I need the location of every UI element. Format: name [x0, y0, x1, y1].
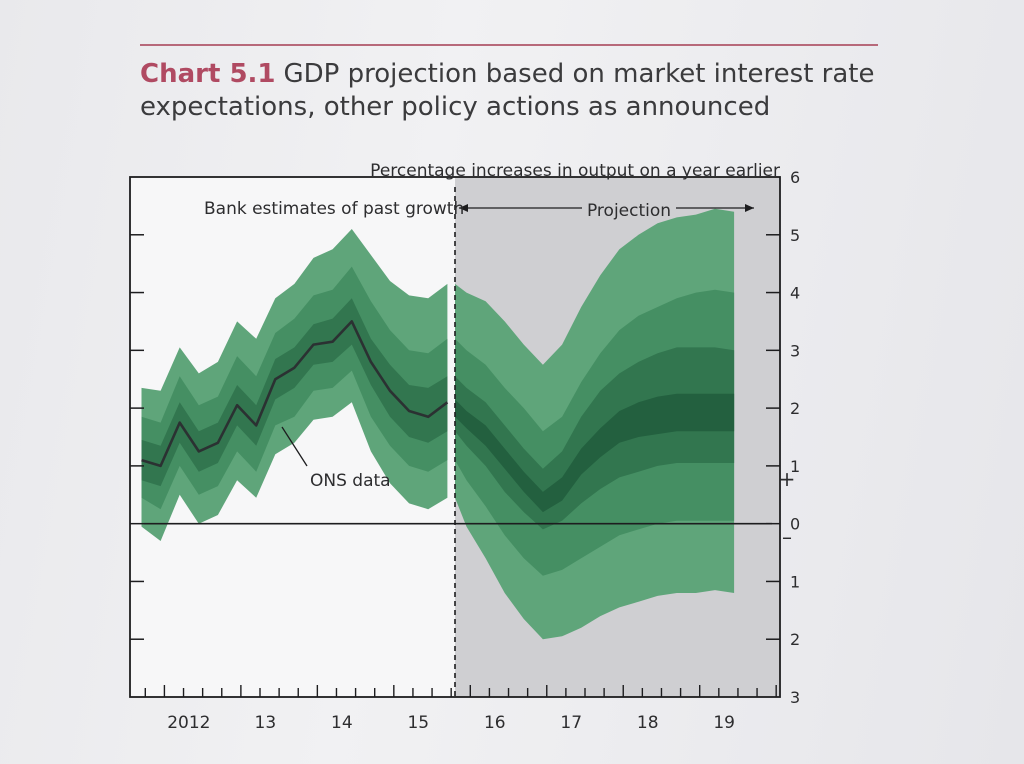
chart-subtitle: Percentage increases in output on a year… — [370, 161, 780, 181]
y-tick-label-0: 6 — [790, 168, 800, 187]
negative-sign: – — [782, 525, 792, 549]
x-tick-label-6: 18 — [637, 713, 659, 733]
x-tick-label-4: 16 — [484, 713, 506, 733]
ons-data-line — [141, 320, 449, 468]
x-tick-label-2: 14 — [331, 713, 353, 733]
past-growth-annotation: Bank estimates of past growth — [204, 199, 464, 219]
projection-arrow-right-head — [745, 204, 754, 212]
y-tick-label-5: 1 — [790, 457, 800, 476]
chart-number: Chart 5.1 — [140, 59, 276, 89]
x-tick-label-5: 17 — [560, 713, 582, 733]
x-tick-label-3: 15 — [407, 713, 429, 733]
x-tick-label-0: 2012 — [167, 713, 210, 733]
x-tick-label-7: 19 — [713, 713, 735, 733]
positive-sign: + — [779, 467, 796, 491]
ons-data-annotation: ONS data — [310, 471, 391, 491]
projection-arrow-left-head — [459, 204, 468, 212]
projection-annotation: Projection — [587, 201, 671, 221]
y-tick-label-8: 2 — [790, 630, 800, 649]
y-tick-label-4: 2 — [790, 399, 800, 418]
chart-frame — [129, 176, 781, 698]
header-rule — [140, 44, 878, 46]
y-tick-label-1: 5 — [790, 226, 800, 245]
y-tick-label-7: 1 — [790, 572, 800, 591]
y-tick-label-9: 3 — [790, 688, 800, 707]
ons-pointer-line — [281, 426, 308, 467]
y-tick-label-3: 3 — [790, 341, 800, 360]
past-fan-band-3 — [141, 298, 448, 487]
projection-fan-band-4 — [455, 393, 735, 513]
chart-title-text: GDP projection based on market interest … — [140, 59, 875, 122]
x-tick-label-1: 13 — [255, 713, 277, 733]
y-tick-label-6: 0 — [790, 515, 800, 534]
chart-title: Chart 5.1 GDP projection based on market … — [140, 58, 900, 124]
y-tick-label-2: 4 — [790, 284, 800, 303]
